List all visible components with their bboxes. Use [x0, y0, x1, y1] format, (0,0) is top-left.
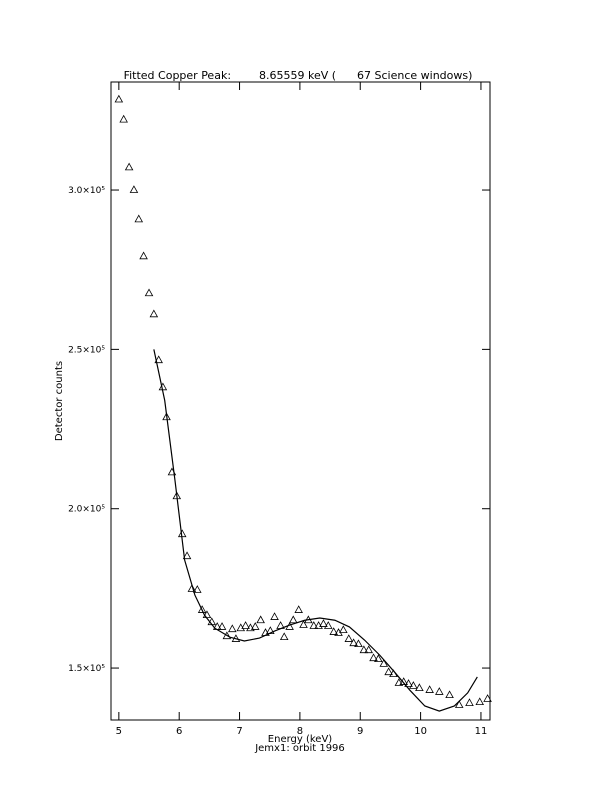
data-point [236, 623, 246, 632]
data-point [415, 683, 424, 692]
data-point [309, 621, 319, 629]
data-point [344, 634, 354, 642]
data-point [465, 698, 474, 707]
data-point [288, 615, 298, 624]
data-point [299, 620, 308, 628]
data-point [119, 114, 128, 123]
data-point [319, 619, 328, 627]
x-tick-label: 9 [357, 726, 363, 737]
data-point [162, 412, 171, 421]
data-point [187, 584, 197, 592]
data-point [359, 645, 369, 654]
data-point [250, 622, 260, 630]
y-tick-label: 2.5×10⁵ [68, 345, 105, 355]
data-point [256, 615, 265, 624]
data-point [394, 678, 404, 686]
data-point [314, 621, 323, 629]
x-axis-label: Energy (keV) [268, 734, 333, 745]
data-point [404, 679, 413, 687]
data-point [475, 697, 485, 706]
data-point [425, 685, 434, 693]
x-tick-label: 5 [116, 726, 122, 737]
data-point [384, 667, 393, 676]
y-tick-label: 1.5×10⁵ [68, 664, 105, 674]
data-point [228, 624, 237, 633]
chart-title: Fitted Copper Peak: 8.65559 keV ( 67 Sci… [124, 69, 473, 82]
data-point [154, 355, 163, 364]
data-point [349, 638, 358, 647]
data-point [379, 659, 389, 667]
data-point [158, 382, 168, 391]
y-axis-label: Detector counts [54, 361, 65, 441]
data-point [364, 645, 373, 654]
data-point [329, 627, 338, 635]
data-point [409, 681, 418, 689]
data-point [197, 605, 207, 613]
data-point [339, 625, 348, 634]
data-point [483, 694, 492, 702]
data-point [294, 605, 303, 613]
data-point [129, 185, 139, 193]
data-point [134, 214, 144, 223]
x-tick-label: 8 [297, 726, 303, 737]
fit-line [153, 349, 478, 712]
subtitle: Jemx1: orbit 1996 [254, 743, 345, 754]
data-point [374, 654, 383, 663]
x-tick-label: 10 [414, 726, 427, 737]
data-point [124, 162, 134, 171]
data-point [114, 94, 124, 103]
data-point [241, 621, 250, 629]
y-tick-label: 2.0×10⁵ [68, 505, 105, 515]
data-point [182, 551, 192, 560]
data-point [193, 585, 202, 593]
data-point [435, 687, 444, 695]
y-tick-label: 3.0×10⁵ [68, 186, 105, 196]
data-point [144, 288, 154, 297]
data-point [246, 623, 255, 632]
x-tick-label: 11 [475, 726, 488, 737]
plot-frame [110, 81, 491, 721]
data-point [222, 631, 232, 640]
data-point [354, 639, 363, 648]
x-tick-label: 7 [236, 726, 242, 737]
data-point [279, 632, 289, 641]
data-point [270, 612, 279, 620]
data-point [369, 653, 378, 662]
data-point [445, 690, 454, 699]
data-point [139, 251, 148, 260]
data-point [149, 309, 159, 318]
data-point [454, 700, 464, 708]
data-point [217, 622, 227, 630]
x-tick-label: 6 [176, 726, 182, 737]
data-point [323, 621, 333, 629]
